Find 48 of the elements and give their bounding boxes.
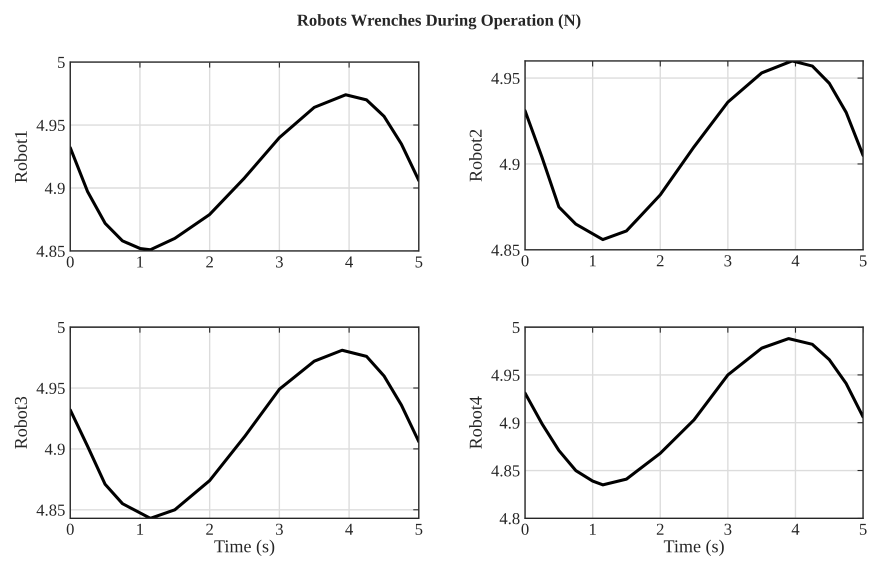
y-tick-label: 4.8	[500, 513, 520, 524]
y-tick-label: 4.9	[500, 417, 520, 429]
x-tick-label: 0	[66, 256, 74, 268]
x-tick-label: 2	[656, 524, 664, 535]
x-tick-label: 3	[276, 524, 283, 535]
x-tick-label: 2	[206, 256, 213, 268]
x-tick-label: 4	[792, 524, 800, 535]
y-tick-label: 5	[58, 56, 65, 68]
x-tick-label: 3	[276, 256, 283, 268]
x-tick-label: 1	[137, 524, 144, 535]
y-tick-label: 4.9	[44, 182, 65, 194]
x-tick-label: 0	[522, 255, 529, 266]
y-axis-title: Robot4	[469, 396, 482, 449]
y-axis-title: Robot3	[14, 396, 27, 449]
y-tick-label: 4.85	[491, 465, 520, 477]
x-tick-label: 2	[206, 524, 213, 535]
x-tick-label: 4	[345, 256, 353, 268]
line-series	[525, 337, 864, 486]
x-tick-label: 5	[416, 256, 422, 268]
x-tick-label: 1	[590, 524, 596, 535]
y-tick-label: 4.95	[36, 382, 65, 394]
x-axis-title: Time (s)	[214, 540, 274, 556]
x-tick-label: 2	[656, 255, 664, 266]
x-tick-label: 5	[860, 524, 867, 535]
x-tick-label: 1	[137, 256, 144, 268]
y-tick-label: 4.9	[44, 444, 65, 455]
x-axis-title: Time (s)	[664, 540, 724, 556]
y-tick-label: 4.85	[36, 246, 65, 257]
y-tick-label: 4.95	[491, 370, 520, 381]
chart-title: Robots Wrenches During Operation (N)	[297, 14, 580, 30]
y-axis-title: Robot1	[14, 131, 27, 183]
y-tick-label: 5	[512, 322, 520, 334]
y-tick-label: 5	[58, 322, 65, 334]
y-tick-label: 4.95	[36, 120, 65, 132]
x-tick-label: 5	[416, 524, 422, 535]
x-tick-label: 4	[345, 524, 353, 535]
x-tick-label: 0	[522, 524, 529, 535]
x-tick-label: 5	[860, 255, 867, 266]
y-tick-label: 4.95	[491, 72, 520, 84]
y-axis-title: Robot2	[469, 130, 482, 182]
x-tick-label: 3	[724, 255, 732, 266]
y-tick-label: 4.85	[36, 504, 65, 516]
x-tick-label: 3	[724, 524, 732, 535]
y-tick-label: 4.9	[500, 158, 520, 170]
x-tick-label: 1	[590, 255, 596, 266]
y-tick-label: 4.85	[491, 244, 520, 256]
x-tick-label: 0	[66, 524, 74, 535]
x-tick-label: 4	[792, 255, 800, 266]
